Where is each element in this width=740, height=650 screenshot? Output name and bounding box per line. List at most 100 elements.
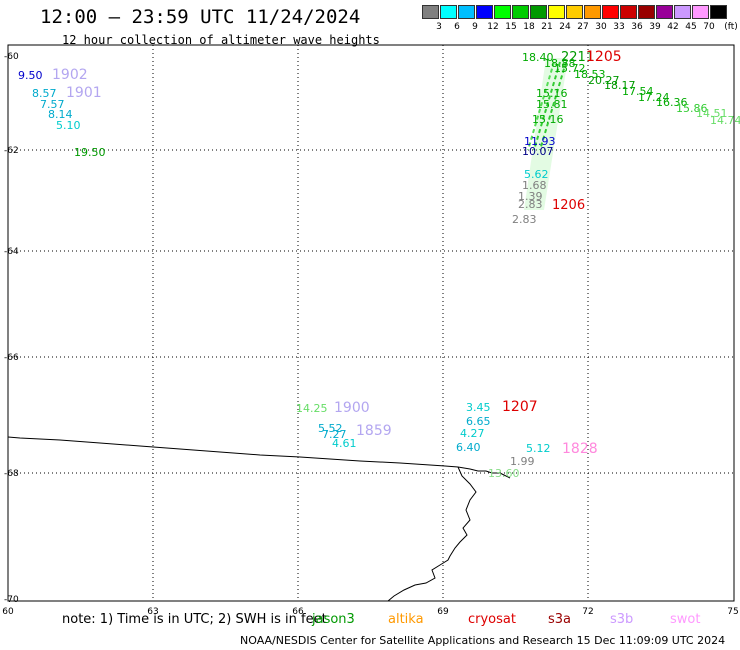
wave-height-label: 14.51	[696, 107, 728, 120]
wave-height-label: 16.36	[656, 96, 688, 109]
wave-height-label: 14.25	[296, 402, 328, 415]
credit-line: NOAA/NESDIS Center for Satellite Applica…	[240, 634, 726, 647]
pass-time-label: 1901	[66, 85, 102, 101]
graticule	[8, 45, 734, 601]
wave-height-label: 8.14	[48, 108, 73, 121]
color-swatch	[458, 5, 475, 19]
wave-height-label: 15.72	[554, 62, 586, 75]
color-swatch	[656, 5, 673, 19]
wave-height-label: 18.88	[544, 57, 576, 70]
satellite-legend-jason3: jason3	[312, 612, 355, 627]
color-level-label: 24	[559, 22, 571, 32]
satellite-legend-swot: swot	[670, 612, 701, 627]
wave-height-label: 15.16	[536, 87, 568, 100]
wave-height-label: 1.68	[522, 179, 547, 192]
color-swatch	[512, 5, 529, 19]
wave-height-label: 17.24	[638, 91, 670, 104]
color-level-label: 6	[454, 22, 460, 32]
lon-tick-label: 60	[2, 607, 14, 617]
color-level-label: 21	[541, 22, 553, 32]
coastline	[7, 436, 511, 479]
lat-tick-label: -64	[4, 247, 19, 257]
pass-time-label: 1900	[334, 400, 370, 416]
color-level-label: 70	[703, 22, 715, 32]
unit-label: (ft)	[724, 22, 738, 32]
wave-height-label: 17.54	[622, 85, 654, 98]
wave-height-label: 2.83	[518, 198, 543, 211]
wave-height-label: 1.99	[510, 455, 535, 468]
color-swatch	[548, 5, 565, 19]
chart-subtitle: 12 hour collection of altimeter wave hei…	[62, 33, 380, 47]
lat-tick-label: -60	[4, 52, 19, 62]
track-swath	[524, 58, 568, 210]
wave-height-label: 5.52	[318, 422, 343, 435]
color-level-label: 42	[667, 22, 679, 32]
color-swatch	[620, 5, 637, 19]
color-swatch	[530, 5, 547, 19]
lon-tick-label: 66	[292, 607, 304, 617]
wave-height-label: 19.50	[74, 146, 106, 159]
color-level-label: 15	[505, 22, 517, 32]
lon-tick-label: 72	[582, 607, 593, 617]
wave-height-label: 3.45	[466, 401, 491, 414]
color-level-label: 45	[685, 22, 697, 32]
color-level-label: 9	[472, 22, 478, 32]
lon-tick-label: 75	[727, 607, 738, 617]
color-swatch	[692, 5, 709, 19]
wave-height-label: 15.86	[676, 102, 708, 115]
wave-height-label: 9.50	[18, 69, 43, 82]
color-swatch	[638, 5, 655, 19]
color-level-label: 3	[436, 22, 442, 32]
lat-tick-label: -70	[4, 595, 19, 605]
color-swatch	[476, 5, 493, 19]
color-swatch	[494, 5, 511, 19]
color-level-label: 36	[631, 22, 643, 32]
wave-height-label: 14.74	[710, 114, 740, 127]
wave-height-label: 4.27	[460, 427, 485, 440]
color-level-label: 33	[613, 22, 625, 32]
pass-time-label: 1205	[586, 49, 622, 65]
lat-tick-label: -68	[4, 469, 19, 479]
pass-time-label: 1859	[356, 423, 392, 439]
footer-note: note: 1) Time is in UTC; 2) SWH is in fe…	[62, 612, 327, 627]
satellite-legend-s3a: s3a	[548, 612, 572, 627]
color-swatch	[566, 5, 583, 19]
color-level-label: 30	[595, 22, 607, 32]
color-level-label: 39	[649, 22, 661, 32]
color-level-label: 18	[523, 22, 535, 32]
wave-height-label: 18.53	[574, 68, 606, 81]
wave-height-label: 8.57	[32, 87, 57, 100]
wave-height-label: 18.40	[522, 51, 554, 64]
satellite-legend-s3b: s3b	[610, 612, 634, 627]
lat-tick-label: -66	[4, 353, 19, 363]
wave-height-label: 7.27	[322, 428, 347, 441]
satellite-legend-altika: altika	[388, 612, 424, 627]
wave-height-label: 6.65	[466, 415, 491, 428]
color-swatch	[422, 5, 439, 19]
lat-tick-label: -62	[4, 146, 19, 156]
color-level-label: 12	[487, 22, 499, 32]
color-swatch	[674, 5, 691, 19]
wave-height-label: 13.60	[488, 467, 520, 480]
color-swatch	[440, 5, 457, 19]
wave-height-label: 5.12	[526, 442, 551, 455]
wave-height-label: 15.81	[536, 98, 568, 111]
color-swatch	[602, 5, 619, 19]
wave-height-label: 5.10	[56, 119, 81, 132]
pass-time-label: 1902	[52, 67, 88, 83]
wave-height-label: 18.17	[604, 79, 636, 92]
satellite-legend-cryosat: cryosat	[468, 612, 516, 627]
map-frame	[7, 44, 735, 602]
pass-time-label: 1207	[502, 399, 538, 415]
color-level-label: 27	[577, 22, 589, 32]
wave-height-label: 15.16	[532, 113, 564, 126]
wave-height-label: 5.62	[524, 168, 549, 181]
tick-labels: 60 63 66 69 72 75 -60 -62 -64 -66 -68 -70	[2, 52, 738, 617]
chart-title: 12:00 — 23:59 UTC 11/24/2024	[40, 6, 361, 28]
lon-tick-label: 63	[147, 607, 158, 617]
color-swatch	[584, 5, 601, 19]
wave-height-label: 6.40	[456, 441, 481, 454]
wave-height-label: 4.61	[332, 437, 357, 450]
color-swatch	[710, 5, 727, 19]
